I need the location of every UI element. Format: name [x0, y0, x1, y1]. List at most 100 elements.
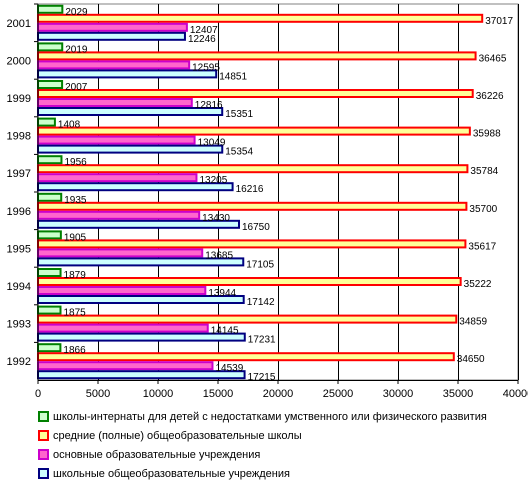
bar	[37, 22, 188, 32]
data-label: 14145	[211, 326, 239, 337]
bar	[37, 89, 474, 98]
bar	[37, 126, 471, 136]
legend-item: школы-интернаты для детей с недостатками…	[38, 407, 487, 426]
category-label: 1993	[7, 319, 31, 331]
data-label: 14539	[215, 363, 243, 374]
bar	[37, 352, 455, 362]
category-label: 1994	[7, 281, 31, 293]
category-label: 2001	[7, 18, 31, 30]
category-label: 1995	[7, 243, 31, 255]
data-label: 1935	[64, 195, 87, 206]
bar	[37, 135, 196, 145]
bar	[37, 51, 477, 61]
legend-swatch	[38, 468, 49, 479]
data-label: 1866	[63, 345, 86, 356]
bar	[37, 230, 62, 240]
bar	[37, 210, 201, 220]
legend-label: школьные общеобразовательные учреждения	[53, 467, 290, 480]
legend-label: основные образовательные учреждения	[53, 448, 261, 461]
data-label: 13430	[202, 213, 230, 224]
bar	[37, 201, 468, 211]
data-label: 15351	[225, 109, 253, 120]
axes	[34, 3, 519, 384]
bar	[37, 361, 214, 371]
data-label: 37017	[485, 16, 513, 27]
data-label: 12816	[195, 100, 223, 111]
bar	[37, 248, 204, 258]
data-label: 17142	[247, 297, 275, 308]
category-labels: 1992 1993 1994 1995 1996 1997 1998 1999 2000 2001	[7, 18, 31, 368]
data-label: 2029	[65, 7, 88, 18]
bar	[37, 80, 64, 89]
bar	[37, 286, 207, 295]
data-labels: 1866 34650 14539 17215 1875 34859 14145 17231 18…	[58, 7, 514, 383]
data-label: 12407	[190, 25, 218, 36]
data-label: 1408	[58, 120, 81, 131]
category-label: 1999	[7, 93, 31, 105]
legend-swatch	[38, 430, 49, 441]
bars	[37, 4, 484, 380]
data-label: 13944	[208, 288, 236, 299]
data-label: 2019	[65, 44, 88, 55]
bar	[37, 370, 246, 380]
x-tick-label: 40000	[503, 388, 528, 400]
data-label: 34859	[459, 317, 487, 328]
bar-chart: 0 5000 10000 15000 20000 25000 30000 35000 40000…	[7, 3, 528, 400]
legend-item: школьные общеобразовательные учреждения	[38, 464, 487, 483]
data-label: 14851	[219, 71, 247, 82]
bar	[37, 69, 218, 79]
legend-label: средние (полные) общеобразовательные шко…	[53, 429, 302, 442]
category-label: 2000	[7, 55, 31, 67]
bar	[37, 173, 198, 183]
bar	[37, 4, 64, 14]
bar	[37, 314, 458, 324]
data-label: 15354	[225, 147, 253, 158]
bar	[37, 268, 62, 277]
legend-label: школы-интернаты для детей с недостатками…	[53, 410, 487, 423]
data-label: 13049	[198, 138, 226, 149]
data-label: 36226	[476, 91, 504, 102]
legend-item: основные образовательные учреждения	[38, 445, 487, 464]
category-label: 1992	[7, 356, 31, 368]
data-label: 36465	[479, 53, 507, 64]
data-label: 1905	[64, 232, 87, 243]
legend-swatch	[38, 411, 49, 422]
x-tick-labels: 0 5000 10000 15000 20000 25000 30000 35000 40000	[35, 388, 528, 400]
data-label: 35700	[469, 204, 497, 215]
data-label: 16216	[236, 184, 264, 195]
data-label: 17231	[248, 335, 276, 346]
data-label: 35617	[468, 241, 496, 252]
bar	[37, 13, 484, 23]
data-label: 1879	[64, 270, 87, 281]
bar	[37, 31, 186, 41]
legend: школы-интернаты для детей с недостатками…	[38, 407, 487, 483]
bar	[37, 144, 224, 154]
bar	[37, 277, 462, 286]
data-label: 35988	[473, 129, 501, 140]
data-label: 17215	[248, 372, 276, 383]
legend-item: средние (полные) общеобразовательные шко…	[38, 426, 487, 445]
data-label: 16750	[242, 222, 270, 233]
data-label: 1956	[64, 157, 87, 168]
bar	[37, 239, 467, 249]
data-label: 13205	[199, 175, 227, 186]
data-label: 35784	[470, 166, 498, 177]
bar	[37, 305, 62, 315]
x-tick-label: 5000	[86, 388, 110, 400]
data-label: 17105	[246, 259, 274, 270]
x-tick-label: 0	[35, 388, 41, 400]
data-label: 12246	[188, 34, 216, 45]
x-tick-label: 35000	[443, 388, 474, 400]
x-tick-label: 20000	[263, 388, 294, 400]
bar	[37, 164, 469, 174]
x-tick-label: 25000	[323, 388, 354, 400]
data-label: 35222	[464, 279, 492, 290]
x-tick-label: 30000	[383, 388, 414, 400]
category-label: 1998	[7, 131, 31, 143]
data-label: 1875	[64, 308, 87, 319]
bar	[37, 192, 63, 202]
bar	[37, 117, 56, 127]
bar	[37, 98, 193, 107]
bar	[37, 343, 62, 353]
x-tick-label: 15000	[203, 388, 234, 400]
